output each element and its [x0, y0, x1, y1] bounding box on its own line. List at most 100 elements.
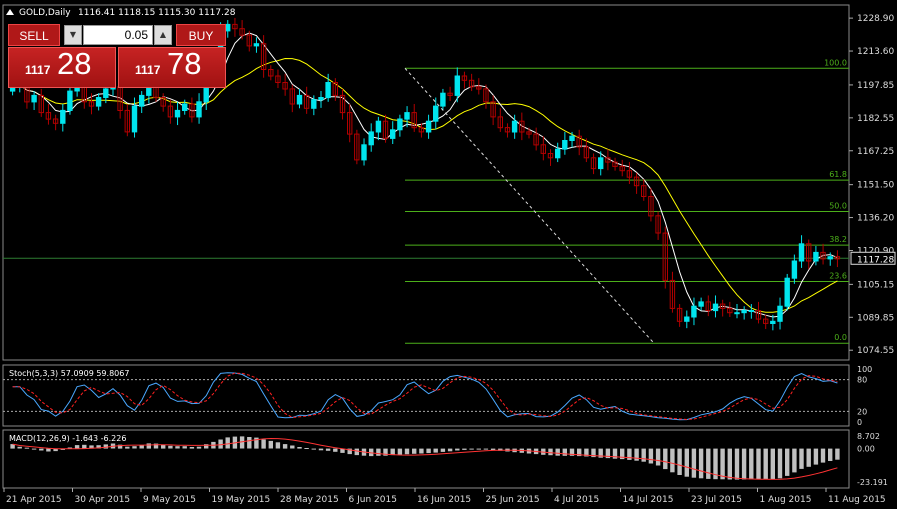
candle-body[interactable]	[626, 170, 633, 178]
candle-body[interactable]	[461, 75, 468, 81]
candle-body[interactable]	[669, 279, 676, 309]
candle-body[interactable]	[712, 303, 719, 312]
candle-body[interactable]	[576, 135, 582, 148]
candle-body[interactable]	[318, 97, 324, 101]
candle-body[interactable]	[511, 120, 518, 133]
candle-body[interactable]	[526, 131, 532, 135]
candle-body[interactable]	[777, 305, 783, 322]
candle-body[interactable]	[67, 90, 73, 111]
candle-body[interactable]	[382, 120, 389, 139]
candle-body[interactable]	[598, 157, 604, 170]
candle-body[interactable]	[763, 318, 769, 324]
candle-body[interactable]	[196, 101, 202, 118]
candle-body[interactable]	[60, 109, 66, 124]
candle-body[interactable]	[755, 310, 762, 320]
candle-body[interactable]	[139, 94, 145, 107]
candle-body[interactable]	[748, 310, 754, 312]
candle-body[interactable]	[368, 131, 374, 146]
candle-body[interactable]	[533, 133, 539, 146]
candle-body[interactable]	[834, 256, 841, 260]
candle-body[interactable]	[519, 120, 525, 133]
candle-body[interactable]	[468, 79, 475, 88]
candle-body[interactable]	[425, 120, 432, 133]
candle-body[interactable]	[727, 307, 733, 314]
candle-body[interactable]	[174, 109, 181, 118]
candle-body[interactable]	[296, 94, 303, 105]
candle-body[interactable]	[569, 135, 575, 141]
candle-body[interactable]	[411, 112, 417, 129]
candle-body[interactable]	[52, 118, 59, 124]
candle-body[interactable]	[497, 116, 504, 129]
candle-body[interactable]	[182, 103, 188, 111]
sell-button[interactable]: SELL	[8, 24, 60, 46]
candle-body[interactable]	[590, 157, 597, 170]
candle-body[interactable]	[440, 92, 446, 107]
candle-body[interactable]	[641, 185, 647, 197]
candle-body[interactable]	[311, 99, 317, 109]
fibonacci-trendline[interactable]	[404, 67, 655, 344]
candle-body[interactable]	[124, 109, 130, 133]
candle-body[interactable]	[325, 82, 331, 99]
candle-body[interactable]	[339, 94, 346, 114]
candle-body[interactable]	[820, 251, 826, 260]
candle-body[interactable]	[289, 88, 296, 105]
candle-body[interactable]	[648, 196, 654, 217]
candle-body[interactable]	[476, 86, 482, 90]
candle-body[interactable]	[282, 82, 288, 90]
candle-body[interactable]	[612, 161, 618, 167]
candle-body[interactable]	[827, 256, 833, 260]
candle-body[interactable]	[741, 310, 747, 314]
candle-body[interactable]	[390, 129, 396, 139]
candle-body[interactable]	[303, 94, 310, 109]
candle-body[interactable]	[253, 43, 260, 47]
candle-body[interactable]	[95, 97, 102, 107]
sell-price-box[interactable]: 1117 28	[8, 46, 116, 88]
candle-body[interactable]	[160, 97, 166, 107]
buy-button[interactable]: BUY	[176, 24, 226, 46]
candle-body[interactable]	[189, 103, 195, 118]
candle-body[interactable]	[45, 112, 52, 120]
candle-body[interactable]	[705, 301, 711, 311]
candle-body[interactable]	[88, 101, 95, 107]
candle-body[interactable]	[547, 153, 554, 159]
candle-body[interactable]	[583, 146, 590, 159]
candle-body[interactable]	[397, 118, 403, 131]
candle-body[interactable]	[131, 105, 138, 133]
collapse-arrow-icon[interactable]	[6, 9, 14, 15]
candle-body[interactable]	[167, 105, 174, 118]
candle-body[interactable]	[447, 92, 453, 96]
volume-up-icon[interactable]: ▲	[154, 25, 172, 45]
candle-body[interactable]	[619, 165, 625, 172]
candle-body[interactable]	[698, 301, 704, 307]
candle-body[interactable]	[332, 82, 339, 96]
candle-body[interactable]	[232, 23, 238, 30]
candle-body[interactable]	[676, 307, 683, 322]
volume-down-icon[interactable]: ▼	[64, 25, 82, 45]
candle-body[interactable]	[354, 133, 360, 161]
buy-price-box[interactable]: 1117 78	[118, 46, 226, 88]
candle-body[interactable]	[813, 251, 819, 262]
candle-body[interactable]	[31, 94, 37, 103]
candle-body[interactable]	[798, 243, 805, 262]
candle-body[interactable]	[239, 28, 245, 36]
candle-body[interactable]	[404, 112, 410, 120]
candle-body[interactable]	[605, 157, 611, 163]
candle-body[interactable]	[103, 88, 109, 99]
candle-body[interactable]	[275, 75, 281, 83]
candle-body[interactable]	[433, 105, 439, 122]
candle-body[interactable]	[38, 94, 44, 114]
candle-body[interactable]	[504, 127, 511, 133]
candle-body[interactable]	[784, 277, 790, 307]
candle-body[interactable]	[375, 120, 382, 133]
candle-body[interactable]	[483, 88, 489, 103]
candle-body[interactable]	[691, 305, 697, 318]
candle-body[interactable]	[770, 320, 776, 324]
candle-body[interactable]	[246, 34, 253, 47]
candle-body[interactable]	[806, 243, 812, 262]
candle-body[interactable]	[418, 127, 425, 133]
volume-input[interactable]: 0.05	[83, 25, 153, 45]
candle-body[interactable]	[260, 43, 267, 70]
candle-body[interactable]	[719, 303, 726, 309]
